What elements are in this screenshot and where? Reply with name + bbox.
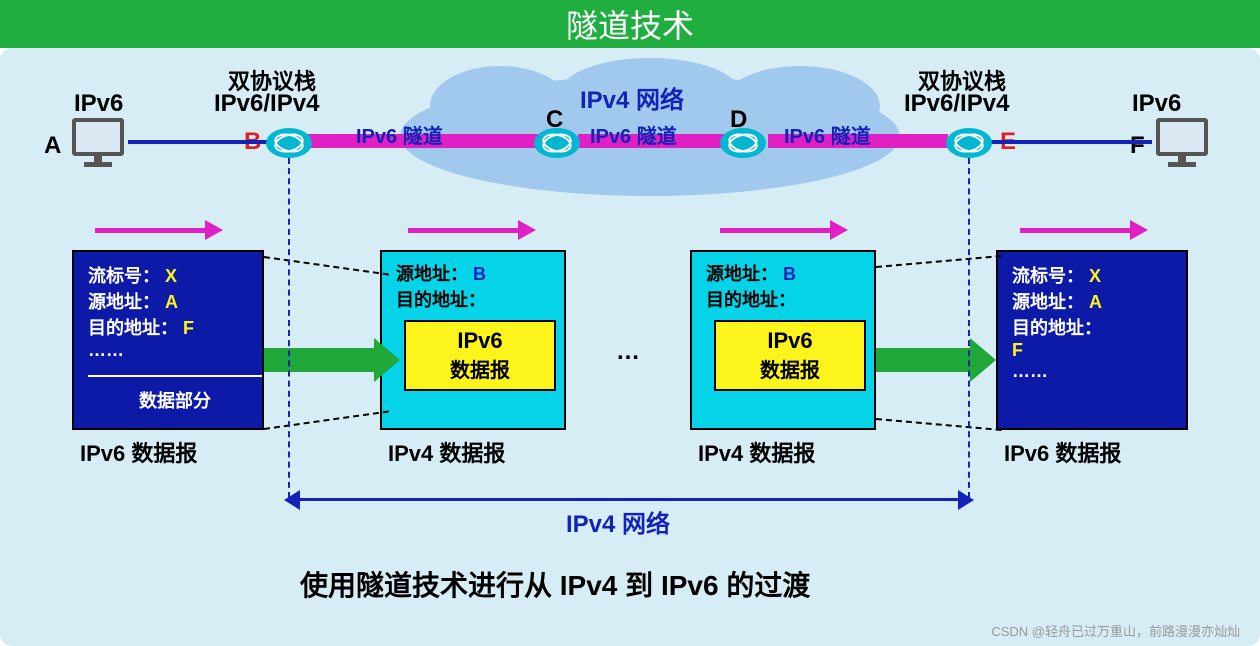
label-ipv6-left: IPv6 [74, 90, 123, 118]
ipv4-range-line [298, 498, 958, 501]
green-arrow-2-head [970, 338, 996, 382]
tunnel-label-3: IPv6 隧道 [784, 120, 871, 149]
title-text: 隧道技术 [566, 1, 694, 47]
label-ipv6-right: IPv6 [1132, 90, 1181, 118]
packet-ipv6-right-cap: IPv6 数据报 [1004, 436, 1121, 468]
tunnel-label-2: IPv6 隧道 [590, 120, 677, 149]
green-arrow-1 [264, 348, 374, 372]
flow-arrow-1-head [205, 220, 223, 240]
packet-ipv4-mid2: 源地址： B 目的地址： IPv6 数据报 [690, 250, 876, 430]
router-C [534, 128, 580, 158]
flow-arrow-2-head [518, 220, 536, 240]
router-E [946, 128, 992, 158]
watermark: CSDN @轻舟已过万重山，前路漫漫亦灿灿 [991, 621, 1240, 640]
green-arrow-1-head [374, 338, 400, 382]
dash-2 [264, 410, 389, 430]
flow-arrow-2 [408, 228, 518, 233]
label-ipv4-net: IPv4 网络 [580, 80, 684, 115]
vdash-B [288, 158, 290, 498]
packet-ipv6-left: 流标号： X 源地址： A 目的地址： F …… 数据部分 [72, 250, 264, 430]
ipv4-range-right [958, 490, 974, 510]
flow-arrow-4-head [1130, 220, 1148, 240]
packet-ipv4-mid1: 源地址： B 目的地址： IPv6 数据报 [380, 250, 566, 430]
label-dual-left-bot: IPv6/IPv4 [214, 90, 319, 118]
flow-arrow-3 [720, 228, 830, 233]
dash-3 [876, 255, 1002, 268]
node-F: F [1130, 132, 1145, 160]
flow-arrow-3-head [830, 220, 848, 240]
packet-ipv4-mid2-cap: IPv4 数据报 [698, 436, 815, 468]
label-dual-right-bot: IPv6/IPv4 [904, 90, 1009, 118]
dash-4 [876, 418, 1002, 431]
router-D [720, 128, 766, 158]
dash-1 [264, 256, 389, 276]
tunnel-label-1: IPv6 隧道 [356, 120, 443, 149]
router-B [266, 128, 312, 158]
flow-arrow-4 [1020, 228, 1130, 233]
packet-ipv6-right: 流标号： X 源地址： A 目的地址： F …… [996, 250, 1188, 430]
ipv4-range-left [284, 490, 300, 510]
link-EF [990, 140, 1152, 144]
computer-F [1152, 118, 1212, 173]
link-AB [128, 140, 268, 144]
node-A: A [44, 132, 61, 160]
green-arrow-2 [876, 348, 970, 372]
ellipsis: … [616, 338, 640, 366]
computer-A [68, 118, 128, 173]
packet-ipv6-left-cap: IPv6 数据报 [80, 436, 197, 468]
caption: 使用隧道技术进行从 IPv4 到 IPv6 的过渡 [300, 564, 810, 604]
flow-arrow-1 [95, 228, 205, 233]
packet-ipv4-mid1-cap: IPv4 数据报 [388, 436, 505, 468]
ipv4-range-label: IPv4 网络 [566, 504, 670, 539]
diagram-canvas: IPv6 双协议栈 IPv6/IPv4 IPv4 网络 双协议栈 IPv6/IP… [0, 48, 1260, 646]
title-banner: 隧道技术 [0, 0, 1260, 48]
vdash-E [968, 158, 970, 498]
